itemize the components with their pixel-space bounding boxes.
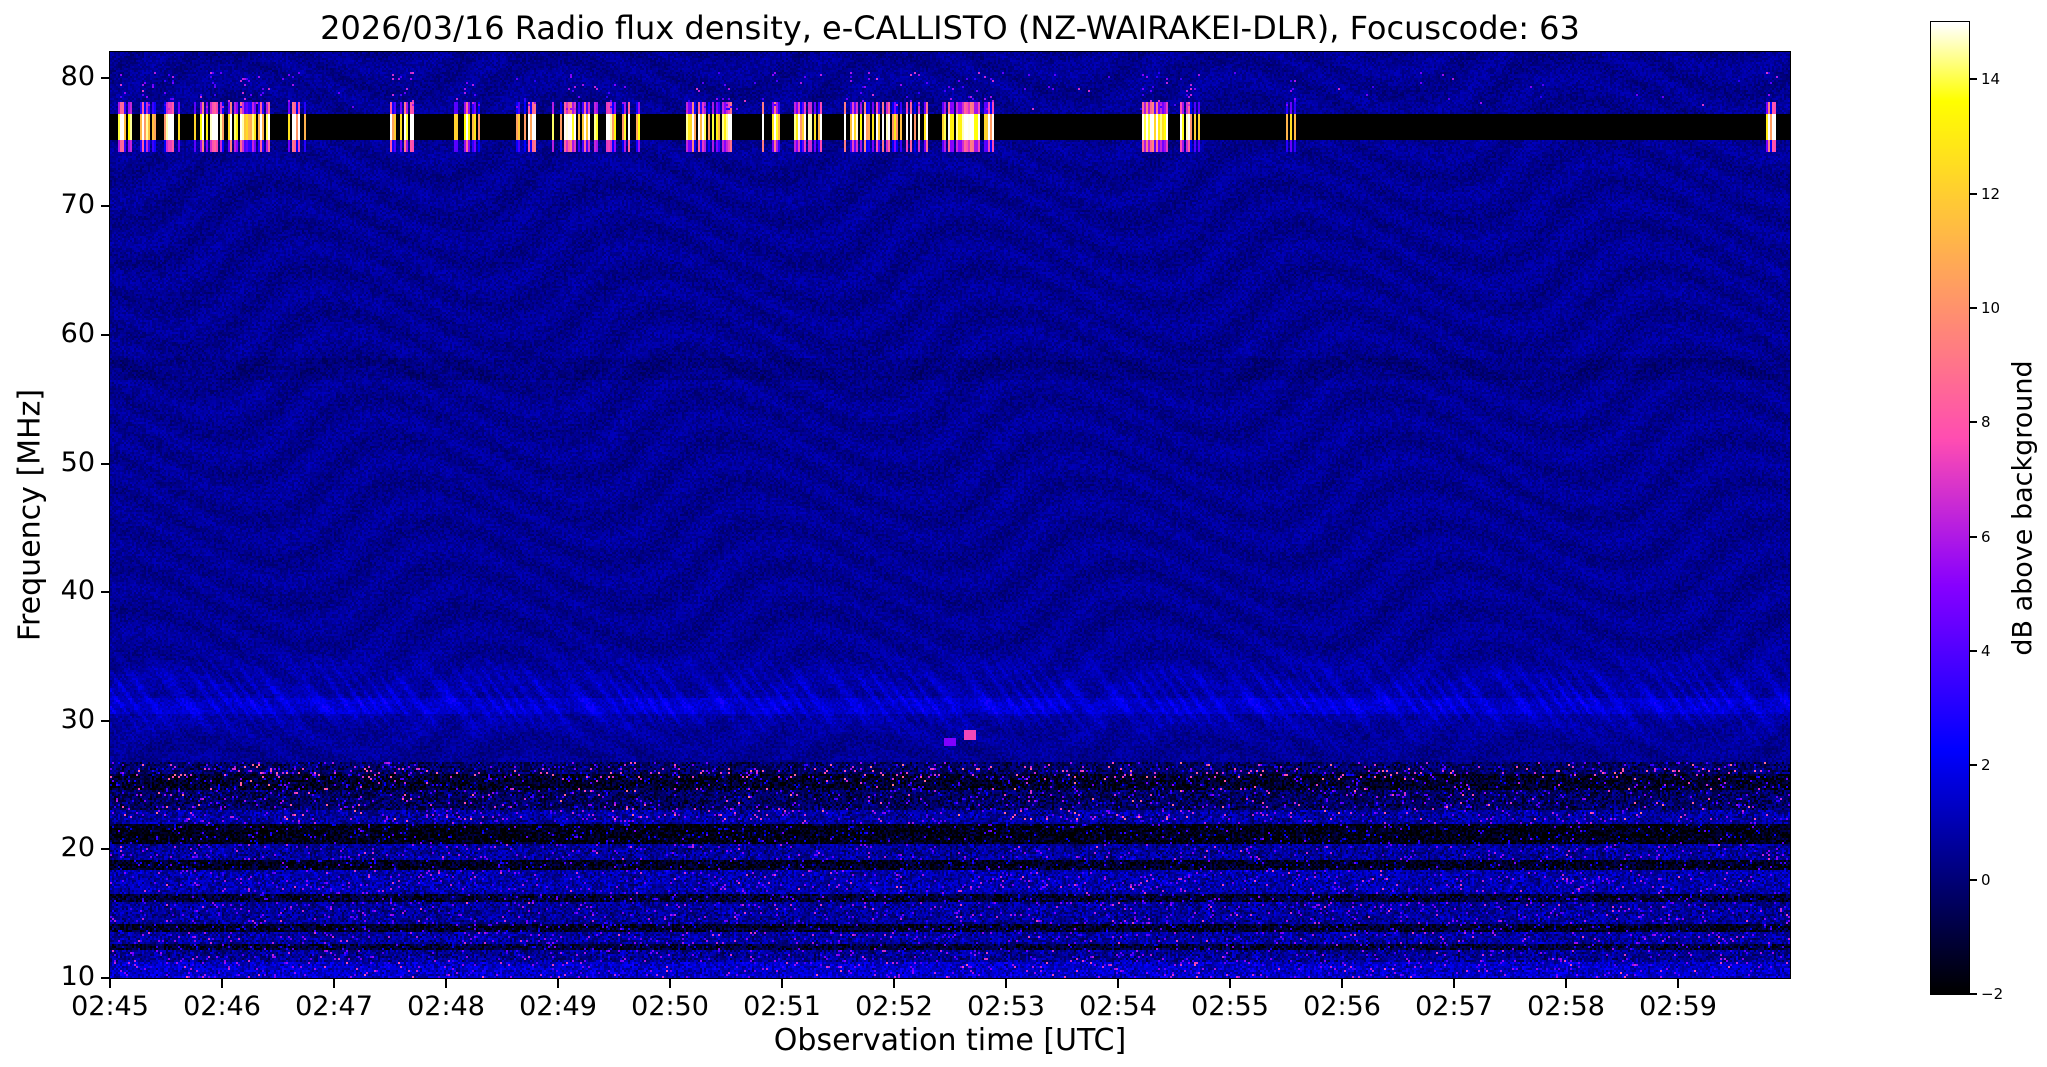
x-tick-label: 02:58 xyxy=(1527,991,1605,1022)
plot-area xyxy=(109,51,1791,979)
chart-title: 2026/03/16 Radio flux density, e-CALLIST… xyxy=(320,9,1580,47)
x-tick-label: 02:51 xyxy=(743,991,821,1022)
x-tick-label: 02:57 xyxy=(1415,991,1493,1022)
x-tick-label: 02:45 xyxy=(71,991,149,1022)
x-tick-mark xyxy=(1565,979,1567,988)
x-tick-mark xyxy=(221,979,223,988)
y-tick-mark xyxy=(101,205,110,208)
colorbar-tick-mark xyxy=(1970,649,1977,652)
x-tick-mark xyxy=(1117,979,1119,988)
colorbar-tick-label: 4 xyxy=(1981,641,1991,660)
x-tick-mark xyxy=(669,979,671,988)
y-tick-label: 80 xyxy=(60,60,95,92)
y-tick-label: 60 xyxy=(60,317,95,349)
y-tick-label: 10 xyxy=(60,961,95,992)
colorbar-tick-mark xyxy=(1970,764,1977,767)
x-tick-mark xyxy=(781,979,783,988)
x-tick-label: 02:47 xyxy=(295,991,373,1022)
x-tick-mark xyxy=(1677,979,1679,988)
colorbar-tick-label: 12 xyxy=(1981,184,2001,203)
x-tick-label: 02:46 xyxy=(183,991,261,1022)
colorbar-tick-label: 8 xyxy=(1981,413,1991,432)
colorbar-tick-mark xyxy=(1970,78,1977,81)
x-tick-mark xyxy=(1341,979,1343,988)
y-tick-mark xyxy=(101,848,110,851)
colorbar-tick-label: 6 xyxy=(1981,527,1991,546)
y-tick-label: 50 xyxy=(60,446,95,478)
y-tick-mark xyxy=(101,591,110,594)
y-tick-mark xyxy=(101,719,110,722)
spectrogram-canvas xyxy=(110,52,1790,978)
y-tick-label: 70 xyxy=(60,189,95,221)
x-tick-label: 02:59 xyxy=(1639,991,1717,1022)
colorbar-tick-label: 0 xyxy=(1981,870,1991,889)
colorbar-tick-mark xyxy=(1970,421,1977,424)
colorbar-canvas xyxy=(1931,22,1969,994)
x-tick-label: 02:52 xyxy=(855,991,933,1022)
x-tick-label: 02:53 xyxy=(967,991,1045,1022)
colorbar-tick-label: −2 xyxy=(1981,985,2004,1003)
x-axis-label: Observation time [UTC] xyxy=(773,1023,1127,1058)
x-tick-label: 02:56 xyxy=(1303,991,1381,1022)
colorbar-tick-mark xyxy=(1970,878,1977,881)
x-tick-mark xyxy=(893,979,895,988)
x-tick-mark xyxy=(1453,979,1455,988)
x-tick-mark xyxy=(1005,979,1007,988)
colorbar-tick-mark xyxy=(1970,306,1977,309)
x-tick-mark xyxy=(445,979,447,988)
colorbar-tick-mark xyxy=(1970,535,1977,538)
colorbar xyxy=(1930,21,1970,995)
colorbar-tick-label: 10 xyxy=(1981,298,2001,317)
x-tick-mark xyxy=(333,979,335,988)
y-tick-mark xyxy=(101,977,110,979)
x-tick-mark xyxy=(109,979,111,988)
y-tick-label: 20 xyxy=(60,832,95,864)
y-tick-label: 40 xyxy=(60,575,95,607)
x-tick-mark xyxy=(1229,979,1231,988)
y-tick-label: 30 xyxy=(60,703,95,735)
x-tick-label: 02:50 xyxy=(631,991,709,1022)
colorbar-label: dB above background xyxy=(2007,360,2039,656)
x-tick-label: 02:54 xyxy=(1079,991,1157,1022)
y-tick-mark xyxy=(101,76,110,79)
x-tick-label: 02:49 xyxy=(519,991,597,1022)
x-tick-label: 02:48 xyxy=(407,991,485,1022)
colorbar-tick-mark xyxy=(1970,192,1977,195)
colorbar-tick-mark xyxy=(1970,993,1977,995)
colorbar-tick-label: 14 xyxy=(1981,70,2001,89)
y-tick-mark xyxy=(101,462,110,465)
y-tick-mark xyxy=(101,333,110,336)
x-tick-label: 02:55 xyxy=(1191,991,1269,1022)
x-tick-mark xyxy=(557,979,559,988)
colorbar-tick-label: 2 xyxy=(1981,756,1991,775)
